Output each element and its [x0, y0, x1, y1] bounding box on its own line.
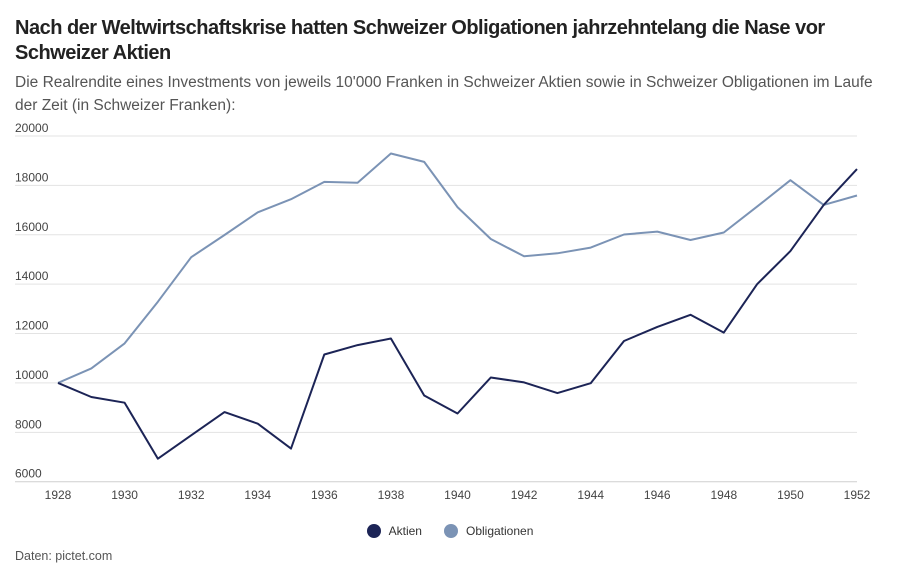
- source-note: Daten: pictet.com: [15, 549, 113, 563]
- y-tick-label: 18000: [15, 170, 49, 184]
- legend-label: Aktien: [388, 524, 422, 538]
- x-tick-label: 1946: [644, 488, 671, 502]
- series-line-aktien: [57, 168, 858, 460]
- series-lines: [57, 152, 858, 460]
- chart-title: Nach der Weltwirtschaftskrise hatten Sch…: [15, 17, 825, 64]
- x-tick-label: 1942: [511, 488, 538, 502]
- y-tick-label: 10000: [15, 368, 49, 382]
- x-axis-ticks: 1928 1930 1932 1934 1936 1938 1940 1942 1944 1946…: [45, 488, 871, 502]
- x-tick-label: 1928: [45, 488, 72, 502]
- y-tick-label: 6000: [15, 467, 42, 481]
- x-tick-label: 1950: [777, 488, 804, 502]
- x-tick-label: 1948: [710, 488, 737, 502]
- y-tick-label: 14000: [15, 269, 49, 283]
- line-chart: 6000 8000 10000 12000 14000 16000 18000 20000 1…: [15, 121, 871, 502]
- series-line-obligationen: [57, 152, 858, 384]
- x-tick-label: 1930: [111, 488, 138, 502]
- legend-item-aktien[interactable]: Aktien: [366, 524, 422, 538]
- legend: Aktien Obligationen: [0, 524, 900, 538]
- y-tick-label: 16000: [15, 220, 49, 234]
- y-tick-label: 8000: [15, 417, 42, 431]
- legend-marker-obligationen: [443, 524, 458, 538]
- legend-label: Obligationen: [465, 524, 534, 538]
- x-tick-label: 1932: [178, 488, 205, 502]
- x-tick-label: 1940: [444, 488, 471, 502]
- y-tick-label: 20000: [15, 121, 49, 135]
- y-tick-label: 12000: [15, 319, 49, 333]
- chart-subtitle: Die Realrendite eines Investments von je…: [15, 74, 873, 114]
- x-tick-label: 1938: [378, 488, 405, 502]
- y-axis-ticks: 6000 8000 10000 12000 14000 16000 18000 20000: [15, 121, 49, 481]
- legend-marker-aktien: [366, 524, 381, 538]
- x-tick-label: 1936: [311, 488, 338, 502]
- x-tick-label: 1934: [244, 488, 271, 502]
- legend-item-obligationen[interactable]: Obligationen: [443, 524, 534, 538]
- x-tick-label: 1952: [844, 488, 871, 502]
- x-tick-label: 1944: [577, 488, 604, 502]
